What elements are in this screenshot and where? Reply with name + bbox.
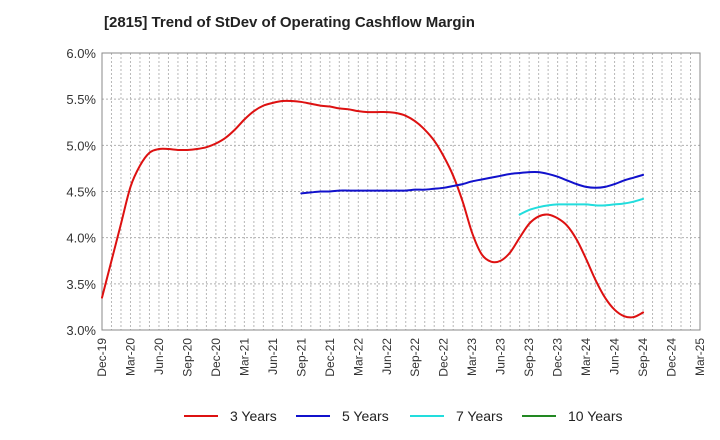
legend-label: 10 Years [568,408,623,424]
line-chart: 3.0% 3.5% 4.0% 4.5% 5.0% 5.5% 6.0% Dec-19 Mar-2… [66,46,707,377]
x-tick-label: Jun-24 [608,338,622,375]
x-tick-label: Jun-20 [152,338,166,375]
series-line-3-years [101,99,645,319]
series-line-7-years [518,197,645,216]
y-tick-labels: 3.0% 3.5% 4.0% 4.5% 5.0% 5.5% 6.0% [66,46,96,338]
y-tick-label: 5.0% [66,138,96,153]
legend-item-3-years: 3 Years [184,406,277,426]
x-tick-label: Mar-22 [351,338,365,376]
x-tick-label: Mar-24 [579,338,593,376]
x-tick-label: Dec-24 [665,338,679,377]
x-tick-labels: Dec-19 Mar-20 Jun-20 Sep-20 Dec-20 Mar-21 Jun-… [95,338,707,377]
x-tick-label: Jun-21 [266,338,280,375]
x-tick-label: Mar-21 [237,338,251,376]
y-tick-label: 6.0% [66,46,96,61]
y-tick-label: 4.5% [66,185,96,200]
x-tick-label: Jun-23 [494,338,508,375]
y-tick-label: 4.0% [66,231,96,246]
x-tick-label: Sep-22 [408,338,422,377]
series-line-5-years [300,170,645,195]
legend-label: 3 Years [230,408,277,424]
legend-item-5-years: 5 Years [296,406,389,426]
x-tick-label: Sep-21 [294,338,308,377]
y-tick-label: 3.5% [66,277,96,292]
chart-title: [2815] Trend of StDev of Operating Cashf… [104,14,475,31]
x-tick-label: Mar-23 [465,338,479,376]
x-tick-label: Sep-23 [522,338,536,377]
axes [101,52,701,331]
legend-swatch [522,415,556,417]
x-tick-label: Sep-24 [636,338,650,377]
plot-frame [101,52,701,331]
legend-label: 7 Years [456,408,503,424]
x-tick-label: Dec-19 [95,338,109,377]
legend: 3 Years 5 Years 7 Years 10 Years [0,406,720,426]
x-tick-label: Sep-20 [180,338,194,377]
legend-swatch [184,415,218,417]
x-tick-label: Mar-25 [693,338,707,376]
legend-swatch [410,415,444,417]
series-lines [101,99,645,319]
legend-item-7-years: 7 Years [410,406,503,426]
x-tick-label: Jun-22 [380,338,394,375]
y-tick-label: 5.5% [66,92,96,107]
legend-item-10-years: 10 Years [522,406,623,426]
x-tick-label: Dec-20 [209,338,223,377]
y-tick-label: 3.0% [66,323,96,338]
x-tick-label: Dec-22 [437,338,451,377]
legend-swatch [296,415,330,417]
x-tick-label: Dec-21 [323,338,337,377]
legend-label: 5 Years [342,408,389,424]
x-tick-label: Dec-23 [551,338,565,377]
x-tick-label: Mar-20 [123,338,137,376]
